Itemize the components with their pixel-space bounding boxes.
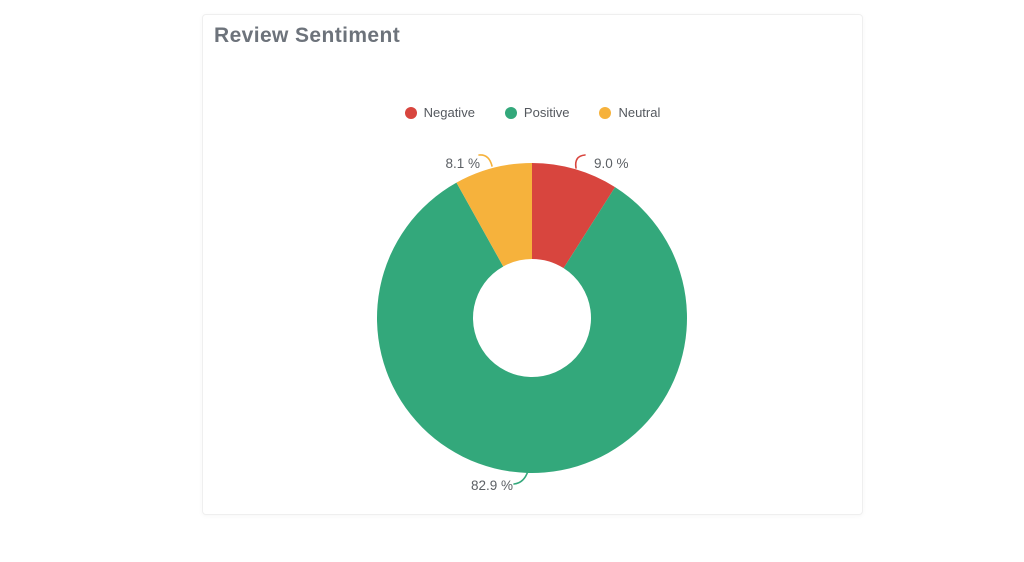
donut-chart: 9.0 % 82.9 % 8.1 % (377, 154, 688, 493)
card-title: Review Sentiment (214, 24, 401, 47)
slice-value-label-neutral: 8.1 % (445, 156, 480, 171)
legend-item-neutral[interactable]: Neutral (599, 105, 660, 120)
legend-marker-neutral-icon (599, 106, 612, 119)
donut-slice-positive[interactable] (377, 182, 688, 473)
legend-label-neutral: Neutral (618, 105, 661, 120)
legend-item-positive[interactable]: Positive (504, 105, 570, 120)
legend-item-negative[interactable]: Negative (404, 105, 475, 120)
review-sentiment-card: Review Sentiment Negative Positive Neutr… (202, 14, 863, 515)
slice-value-label-negative: 9.0 % (594, 156, 629, 171)
label-connector-negative (574, 154, 586, 169)
donut-slice-negative[interactable] (532, 163, 616, 269)
legend-label-negative: Negative (423, 105, 475, 120)
slice-value-label-positive: 82.9 % (471, 478, 513, 493)
legend-marker-positive-icon (504, 106, 517, 119)
legend-marker-negative-icon (404, 106, 417, 119)
legend-label-positive: Positive (523, 105, 570, 120)
donut-slice-neutral[interactable] (456, 163, 532, 267)
label-connector-positive (513, 470, 529, 485)
label-connector-neutral (478, 154, 493, 167)
chart-legend: Negative Positive Neutral (203, 105, 862, 120)
